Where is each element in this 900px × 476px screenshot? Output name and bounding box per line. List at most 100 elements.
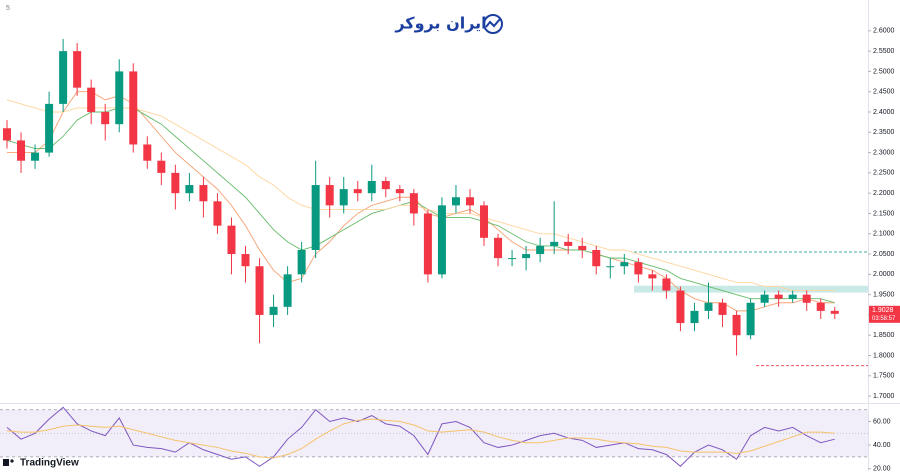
candle-body — [395, 189, 404, 194]
candle-body — [409, 193, 418, 214]
y-tick-label: 60.00 — [873, 418, 891, 425]
candle-body — [816, 302, 825, 311]
candle-body — [59, 51, 68, 104]
candle-body — [676, 290, 685, 324]
y-tick-label: 2.3500 — [873, 129, 895, 136]
candle-body — [269, 306, 278, 315]
brand-name: ایران بروکر — [394, 14, 486, 33]
candle-body — [451, 197, 460, 206]
brand-icon-arrow — [485, 18, 501, 28]
candle-body — [718, 302, 727, 315]
countdown: 03:58:57 — [872, 316, 896, 322]
candle-body — [802, 294, 811, 303]
y-tick-label: 2.2000 — [873, 190, 895, 197]
y-tick-label: 2.3000 — [873, 149, 895, 156]
candle-body — [662, 278, 671, 291]
candle-body — [171, 172, 180, 194]
candle-body — [704, 302, 713, 311]
y-tick-label: 1.8000 — [873, 352, 895, 359]
candle-body — [774, 294, 783, 299]
y-tick-label: 2.5500 — [873, 48, 895, 55]
candle-body — [115, 71, 124, 125]
last-price-box — [869, 305, 900, 323]
y-tick-label: 2.1500 — [873, 210, 895, 217]
candle-body — [87, 87, 96, 113]
last-price-label: 1.9028 — [872, 307, 894, 314]
candle-body — [283, 274, 292, 307]
brand-logo: ایران بروکر — [394, 14, 503, 34]
candle-body — [3, 128, 11, 141]
candle-body — [199, 185, 208, 202]
y-tick-label: 2.5000 — [873, 68, 895, 75]
moving-average — [6, 99, 835, 292]
platform-icon-dot — [10, 459, 14, 463]
candle-body — [73, 51, 82, 88]
candle-body — [465, 197, 474, 206]
candle-body — [620, 262, 629, 267]
candle-body — [297, 249, 306, 275]
candle-body — [45, 103, 54, 153]
candle-body — [311, 185, 320, 250]
y-tick-label: 2.2500 — [873, 170, 895, 177]
y-tick-label: 2.1000 — [873, 231, 895, 238]
candle-body — [353, 189, 362, 194]
platform-logo: TradingView — [3, 458, 79, 469]
candle-body — [17, 140, 26, 161]
candle-body — [367, 181, 376, 194]
candle-body — [31, 152, 40, 161]
candle-body — [578, 245, 587, 250]
y-tick-label: 2.4500 — [873, 89, 895, 96]
y-tick-label: 1.7500 — [873, 373, 895, 380]
candle-body — [788, 294, 797, 299]
candle-body — [185, 185, 194, 194]
interval: 5 — [6, 5, 10, 12]
candle-body — [494, 237, 503, 259]
candle-body — [480, 205, 489, 238]
candle-body — [564, 241, 573, 246]
y-tick-label: 2.6000 — [873, 28, 895, 35]
candle-body — [536, 245, 545, 255]
rsi-line — [6, 418, 835, 459]
y-tick-label: 2.0000 — [873, 271, 895, 278]
platform-icon — [3, 459, 9, 466]
y-tick-label: 1.7000 — [873, 393, 895, 400]
brand-icon — [483, 14, 503, 34]
y-tick-label: 40.00 — [873, 442, 891, 449]
y-tick-label: 1.8500 — [873, 332, 895, 339]
candle-body — [143, 144, 152, 161]
candle-body — [550, 241, 559, 246]
rsi-band — [0, 409, 868, 457]
candle-body — [241, 254, 250, 267]
candle-body — [325, 185, 334, 206]
candle-body — [213, 201, 222, 226]
candle-body — [592, 249, 601, 267]
candle-body — [746, 302, 755, 336]
moving-average — [6, 107, 835, 304]
candle-body — [522, 254, 531, 259]
candle-body — [760, 294, 769, 303]
candle-body — [157, 160, 166, 173]
y-tick-label: 1.9500 — [873, 291, 895, 298]
candle-body — [606, 266, 615, 268]
zone — [634, 285, 868, 293]
y-tick-label: 20.00 — [873, 465, 891, 471]
candle-body — [255, 266, 264, 315]
platform-name: TradingView — [20, 458, 79, 469]
candle-body — [732, 314, 741, 336]
candle-body — [101, 112, 110, 125]
candle-body — [437, 205, 446, 275]
candle-body — [227, 225, 236, 255]
candle-body — [129, 71, 138, 145]
candle-body — [634, 262, 643, 275]
candle-body — [423, 213, 432, 275]
candle-body — [830, 310, 839, 314]
candle-body — [690, 310, 699, 324]
candle-body — [648, 274, 657, 279]
rsi-line — [6, 406, 835, 467]
candle-body — [339, 189, 348, 206]
y-tick-label: 2.0500 — [873, 251, 895, 258]
y-tick-label: 2.4000 — [873, 109, 895, 116]
candle-body — [381, 181, 390, 190]
